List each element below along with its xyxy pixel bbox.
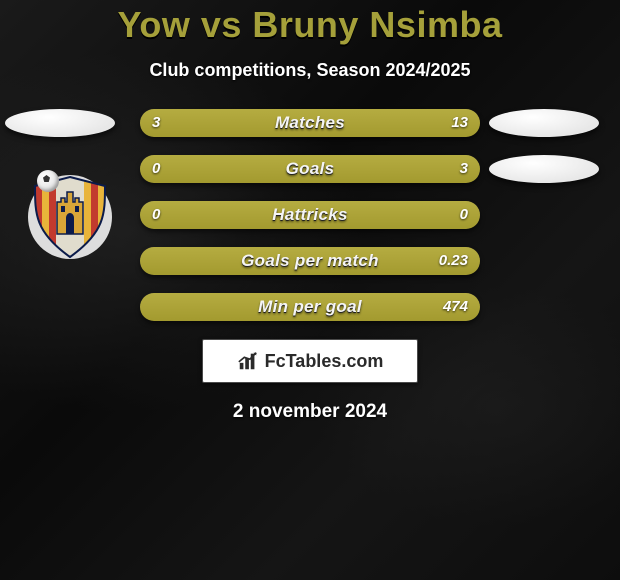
stat-value-right: 0.23 [439, 247, 468, 275]
bar-chart-icon [237, 350, 259, 372]
stat-row: Matches3 13 [0, 109, 620, 137]
stat-row: Min per goal474 [0, 293, 620, 321]
stat-bar: Goals0 3 [140, 155, 480, 183]
stat-label: Min per goal [140, 293, 480, 321]
stat-bar: Min per goal474 [140, 293, 480, 321]
content: Yow vs Bruny Nsimba Club competitions, S… [0, 0, 620, 423]
stat-bar: Goals per match0.23 [140, 247, 480, 275]
stat-value-left: 0 [152, 155, 160, 183]
stat-label: Goals [140, 155, 480, 183]
stat-value-right: 13 [451, 109, 468, 137]
stat-bar: Hattricks0 0 [140, 201, 480, 229]
soccer-ball-icon [37, 170, 59, 192]
brand-text: FcTables.com [265, 351, 384, 372]
player-right-oval [489, 109, 599, 137]
date-text: 2 november 2024 [0, 401, 620, 423]
stat-value-right: 0 [460, 201, 468, 229]
brand-badge: FcTables.com [202, 339, 418, 383]
stat-value-right: 3 [460, 155, 468, 183]
page-subtitle: Club competitions, Season 2024/2025 [0, 60, 620, 81]
stat-bar: Matches3 13 [140, 109, 480, 137]
player-left-oval [5, 109, 115, 137]
stat-value-right: 474 [443, 293, 468, 321]
stat-value-left: 3 [152, 109, 160, 137]
stat-label: Goals per match [140, 247, 480, 275]
stat-label: Matches [140, 109, 480, 137]
page-title: Yow vs Bruny Nsimba [0, 0, 620, 46]
club-crest [27, 174, 113, 260]
stat-label: Hattricks [140, 201, 480, 229]
stat-value-left: 0 [152, 201, 160, 229]
player-right-oval [489, 155, 599, 183]
